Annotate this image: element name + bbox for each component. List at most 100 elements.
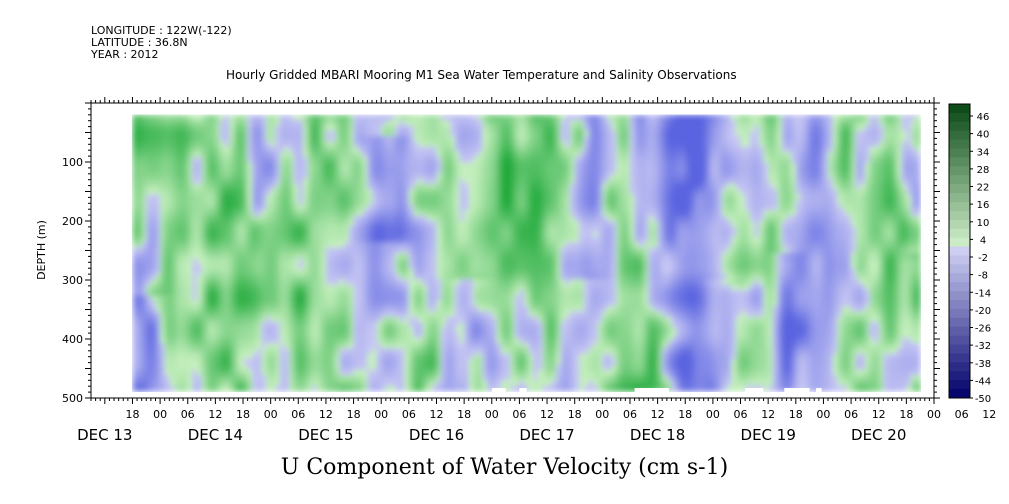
heatmap-cell [468,178,474,185]
heatmap-cell [279,236,286,243]
heatmap-cell [330,167,336,174]
heatmap-cell [500,162,507,169]
heatmap-cell [344,199,350,206]
heatmap-cell [413,268,419,275]
heatmap-cell [252,295,258,302]
heatmap-cell [284,364,290,371]
heatmap-cell [146,141,152,148]
heatmap-cell [496,221,502,227]
heatmap-cell [418,300,424,307]
heatmap-cell [196,189,203,196]
heatmap-cell [542,199,548,206]
heatmap-cell [450,343,456,350]
heatmap-cell [482,136,488,142]
heatmap-cell [547,120,553,127]
heatmap-cell [210,173,216,180]
heatmap-cell [496,380,502,387]
heatmap-cell [183,125,189,132]
heatmap-cell [477,136,484,142]
heatmap-cell [215,311,221,318]
heatmap-cell [362,284,368,291]
heatmap-cell [528,290,534,296]
heatmap-cell [275,385,281,392]
heatmap-cell [169,279,175,286]
heatmap-cell [551,300,557,307]
heatmap-cell [372,162,378,169]
heatmap-cell [247,300,253,307]
heatmap-cell [556,130,562,137]
heatmap-cell [468,316,474,323]
heatmap-cell [164,136,170,142]
heatmap-cell [399,327,405,334]
heatmap-cell [284,284,290,291]
heatmap-cell [284,205,290,211]
heatmap-cell [372,236,378,243]
heatmap-cell [358,263,364,270]
heatmap-cell [293,369,299,376]
heatmap-cell [477,252,484,259]
heatmap-cell [431,183,438,190]
heatmap-cell [164,146,170,153]
heatmap-cell [353,167,359,174]
heatmap-cell [362,316,368,323]
heatmap-cell [473,231,479,238]
heatmap-cell [560,369,567,376]
heatmap-cell [464,305,470,312]
heatmap-cell [390,136,396,142]
heatmap-cell [533,337,539,344]
heatmap-cell [201,189,207,196]
heatmap-cell [399,374,405,381]
heatmap-cell [169,173,175,180]
heatmap-cell [542,258,548,265]
heatmap-cell [146,290,152,296]
heatmap-cell [243,136,249,142]
heatmap-cell [399,210,405,217]
heatmap-cell [196,194,203,201]
heatmap-cell [298,311,304,318]
heatmap-cell [395,290,401,296]
heatmap-cell [413,369,419,376]
heatmap-cell [183,385,189,392]
heatmap-cell [243,369,249,376]
heatmap-cell [565,348,571,355]
heatmap-cell [210,183,216,190]
heatmap-cell [252,274,258,281]
heatmap-cell [150,295,157,302]
heatmap-cell [399,120,405,127]
heatmap-cell [477,332,484,339]
heatmap-cell [293,151,299,158]
heatmap-cell [473,300,479,307]
heatmap-cell [330,162,336,169]
heatmap-cell [196,348,203,355]
heatmap-cell [500,327,507,334]
heatmap-cell [321,114,327,121]
heatmap-cell [464,327,470,334]
heatmap-cell [547,337,553,344]
heatmap-cell [473,353,479,360]
heatmap-cell [178,337,184,344]
heatmap-cell [436,369,442,376]
heatmap-cell [372,332,378,339]
heatmap-cell [302,252,309,259]
heatmap-cell [312,279,318,286]
heatmap-cell [533,141,539,148]
heatmap-cell [441,146,447,153]
heatmap-cell [459,374,465,381]
heatmap-cell [496,162,502,169]
heatmap-cell [210,374,216,381]
heatmap-cell [399,385,405,392]
heatmap-cell [418,268,424,275]
heatmap-cell [335,327,341,334]
heatmap-cell [385,125,392,132]
heatmap-cell [376,252,382,259]
heatmap-cell [413,125,419,132]
heatmap-cell [473,268,479,275]
heatmap-cell [372,130,378,137]
heatmap-cell [441,327,447,334]
heatmap-cell [219,252,226,259]
heatmap-cell [459,183,465,190]
heatmap-cell [482,210,488,217]
heatmap-cell [353,247,359,254]
heatmap-cell [169,146,175,153]
heatmap-cell [243,359,249,365]
